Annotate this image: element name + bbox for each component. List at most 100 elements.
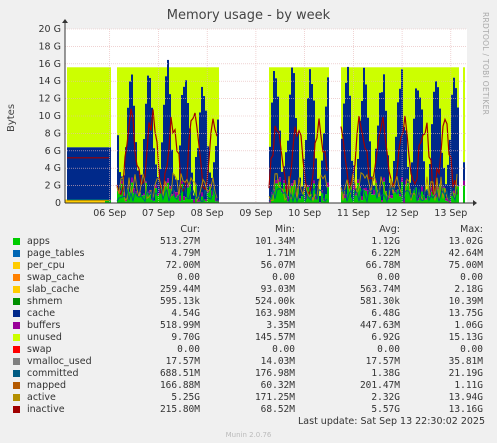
area-unused: [407, 67, 409, 167]
area-unused: [419, 67, 421, 98]
area-buffers: [355, 193, 357, 196]
area-cache: [405, 130, 407, 181]
area-unused: [101, 67, 103, 148]
area-buffers: [383, 177, 385, 182]
area-cache: [415, 88, 417, 188]
legend-name: active: [27, 392, 56, 403]
y-tick-label: 10 G: [39, 111, 61, 122]
legend-max: 10.39M: [448, 296, 483, 307]
area-apps: [323, 200, 325, 203]
area-cache: [367, 117, 369, 191]
area-cache: [185, 80, 187, 198]
area-unused: [463, 67, 465, 163]
area-apps: [371, 194, 373, 203]
area-apps: [309, 189, 311, 203]
area-apps: [287, 201, 289, 203]
area-buffers: [169, 186, 171, 190]
area-apps: [205, 201, 207, 203]
area-cache: [455, 88, 457, 184]
area-unused: [457, 67, 459, 108]
area-buffers: [373, 189, 375, 195]
area-unused: [309, 67, 311, 70]
area-cache: [127, 107, 129, 188]
area-apps: [123, 196, 125, 203]
area-apps: [161, 193, 163, 203]
area-unused: [361, 67, 363, 101]
area-apps: [343, 197, 345, 203]
legend-avg: 0.00: [377, 344, 400, 355]
legend-row-unused: unused 9.70G 145.57M 6.92G 15.13G: [0, 332, 497, 344]
header-max: Max:: [460, 224, 483, 235]
area-buffers: [375, 180, 377, 183]
area-unused: [279, 67, 281, 131]
area-buffers: [293, 180, 295, 184]
area-cache: [141, 174, 143, 196]
area-buffers: [305, 195, 307, 200]
area-cache: [457, 107, 459, 186]
area-apps: [155, 188, 157, 203]
area-buffers: [361, 196, 363, 201]
area-unused: [379, 67, 381, 93]
area-unused: [323, 67, 325, 134]
area-cache: [131, 74, 133, 178]
area-apps: [383, 181, 385, 203]
legend-max: 13.16G: [448, 404, 483, 415]
area-cache: [291, 67, 293, 184]
area-apps: [447, 201, 449, 203]
area-unused: [99, 67, 101, 148]
area-apps: [281, 192, 283, 203]
area-unused: [421, 67, 423, 110]
area-unused: [429, 67, 431, 165]
area-buffers: [363, 188, 365, 190]
legend-swatch: [13, 406, 20, 413]
area-cache: [125, 147, 127, 199]
area-cache: [447, 164, 449, 200]
x-tick-label: 08 Sep: [191, 208, 224, 219]
area-unused: [67, 67, 69, 148]
area-unused: [151, 67, 153, 108]
chart-title: Memory usage - by week: [166, 8, 331, 23]
area-buffers: [121, 180, 123, 184]
area-cache: [187, 102, 189, 184]
area-unused: [203, 67, 205, 97]
area-unused: [403, 67, 405, 127]
area-unused: [133, 67, 135, 106]
area-apps: [289, 188, 291, 203]
area-apps: [423, 195, 425, 203]
legend-max: 0.00: [460, 272, 483, 283]
area-buffers: [157, 193, 159, 196]
area-cache: [417, 90, 419, 199]
area-buffers: [123, 192, 125, 197]
area-apps: [381, 201, 383, 203]
area-unused: [157, 67, 159, 178]
area-apps: [431, 191, 433, 203]
area-unused: [183, 67, 185, 87]
area-cache: [199, 112, 201, 200]
area-cache: [71, 147, 73, 200]
area-buffers: [387, 197, 389, 200]
area-unused: [169, 67, 171, 95]
area-cache: [193, 195, 195, 200]
area-unused: [211, 67, 213, 178]
area-buffers: [369, 188, 371, 192]
area-cache: [463, 162, 465, 181]
area-buffers: [399, 194, 401, 197]
area-buffers: [427, 195, 429, 196]
area-cache: [119, 172, 121, 191]
area-apps: [157, 195, 159, 203]
area-cache: [171, 149, 173, 195]
area-apps: [363, 189, 365, 203]
y-tick-label: 14 G: [39, 76, 61, 87]
area-unused: [81, 67, 83, 148]
legend-max: 2.18G: [454, 284, 483, 295]
area-unused: [209, 67, 211, 173]
area-unused: [159, 67, 161, 170]
legend-max: 13.02G: [448, 236, 483, 247]
legend-row-apps: apps 513.27M 101.34M 1.12G 13.02G: [0, 236, 497, 248]
area-buffers: [351, 197, 353, 199]
legend-cur: 17.57M: [165, 356, 200, 367]
legend-name: per_cpu: [27, 260, 65, 271]
legend-cur: 215.80M: [159, 404, 200, 415]
area-unused: [371, 67, 373, 177]
area-buffers: [327, 182, 329, 188]
